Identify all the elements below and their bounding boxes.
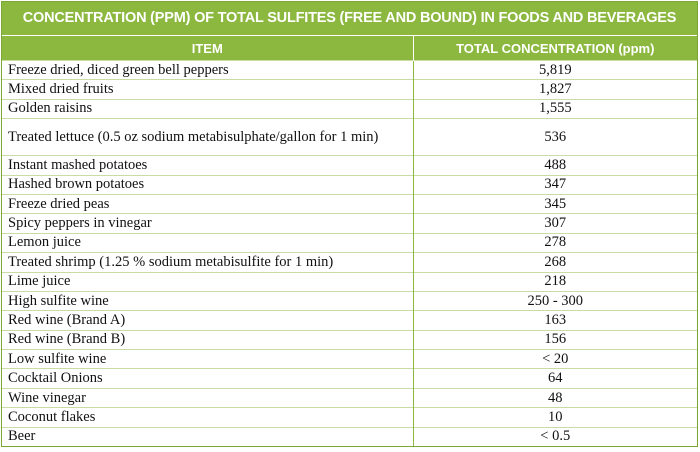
concentration-cell: 5,819 (412, 59, 697, 80)
concentration-cell: 48 (412, 387, 697, 408)
table-row: Freeze dried, diced green bell peppers 5,… (2, 59, 697, 80)
concentration-cell: 218 (412, 271, 697, 292)
item-cell: Golden raisins (2, 98, 413, 119)
table-row: Freeze dried peas 345 (2, 193, 697, 214)
item-cell: Spicy peppers in vinegar (2, 213, 413, 234)
table-row: Wine vinegar 48 (2, 387, 697, 408)
item-column-header: ITEM (2, 35, 413, 61)
item-cell: Coconut flakes (2, 407, 413, 428)
table-row: High sulfite wine 250 - 300 (2, 290, 697, 311)
concentration-cell: 488 (412, 155, 697, 176)
item-cell: Red wine (Brand A) (2, 310, 413, 331)
concentration-cell: 1,555 (412, 98, 697, 119)
table-row: Mixed dried fruits 1,827 (2, 79, 697, 100)
table-title: CONCENTRATION (PPM) OF TOTAL SULFITES (F… (2, 2, 697, 35)
item-cell: Mixed dried fruits (2, 79, 413, 100)
item-cell: Treated lettuce (0.5 oz sodium metabisul… (2, 118, 413, 156)
item-cell: Red wine (Brand B) (2, 329, 413, 350)
item-cell: Instant mashed potatoes (2, 155, 413, 176)
table-row: Hashed brown potatoes 347 (2, 174, 697, 195)
concentration-cell: 10 (412, 407, 697, 428)
concentration-cell: 64 (412, 368, 697, 389)
concentration-cell: < 20 (412, 349, 697, 369)
header-row: ITEM TOTAL CONCENTRATION (ppm) (2, 35, 697, 61)
item-cell: Freeze dried peas (2, 193, 413, 214)
table-row: Golden raisins 1,555 (2, 98, 697, 119)
item-cell: Lime juice (2, 271, 413, 292)
table-row: Red wine (Brand A) 163 (2, 310, 697, 331)
concentration-cell: < 0.5 (412, 426, 697, 447)
sulfite-table: ITEM TOTAL CONCENTRATION (ppm) Freeze dr… (2, 35, 697, 447)
table-row: Treated shrimp (1.25 % sodium metabisulf… (2, 252, 697, 273)
concentration-cell: 347 (412, 174, 697, 195)
item-cell: Cocktail Onions (2, 368, 413, 389)
concentration-cell: 163 (412, 310, 697, 331)
item-cell: Low sulfite wine (2, 349, 413, 369)
concentration-cell: 268 (412, 252, 697, 273)
concentration-cell: 156 (412, 329, 697, 350)
item-cell: Beer (2, 426, 413, 447)
table-body: Freeze dried, diced green bell peppers 5,… (2, 59, 697, 447)
table-row: Beer < 0.5 (2, 426, 697, 447)
concentration-column-header: TOTAL CONCENTRATION (ppm) (412, 35, 697, 61)
table-row: Lime juice 218 (2, 271, 697, 292)
table-row: Low sulfite wine < 20 (2, 349, 697, 369)
table-row: Coconut flakes 10 (2, 407, 697, 428)
concentration-cell: 345 (412, 193, 697, 214)
table-row: Treated lettuce (0.5 oz sodium metabisul… (2, 118, 697, 156)
concentration-cell: 1,827 (412, 79, 697, 100)
table-row: Cocktail Onions 64 (2, 368, 697, 389)
item-cell: Hashed brown potatoes (2, 174, 413, 195)
item-cell: Wine vinegar (2, 387, 413, 408)
concentration-cell: 278 (412, 232, 697, 253)
table-row: Red wine (Brand B) 156 (2, 329, 697, 350)
item-cell: Lemon juice (2, 232, 413, 253)
concentration-cell: 250 - 300 (412, 290, 697, 311)
concentration-cell: 536 (412, 118, 697, 156)
table-row: Spicy peppers in vinegar 307 (2, 213, 697, 234)
item-cell: Treated shrimp (1.25 % sodium metabisulf… (2, 252, 413, 273)
item-cell: Freeze dried, diced green bell peppers (2, 59, 413, 80)
table-row: Instant mashed potatoes 488 (2, 155, 697, 176)
concentration-cell: 307 (412, 213, 697, 234)
item-cell: High sulfite wine (2, 290, 413, 311)
table-row: Lemon juice 278 (2, 232, 697, 253)
